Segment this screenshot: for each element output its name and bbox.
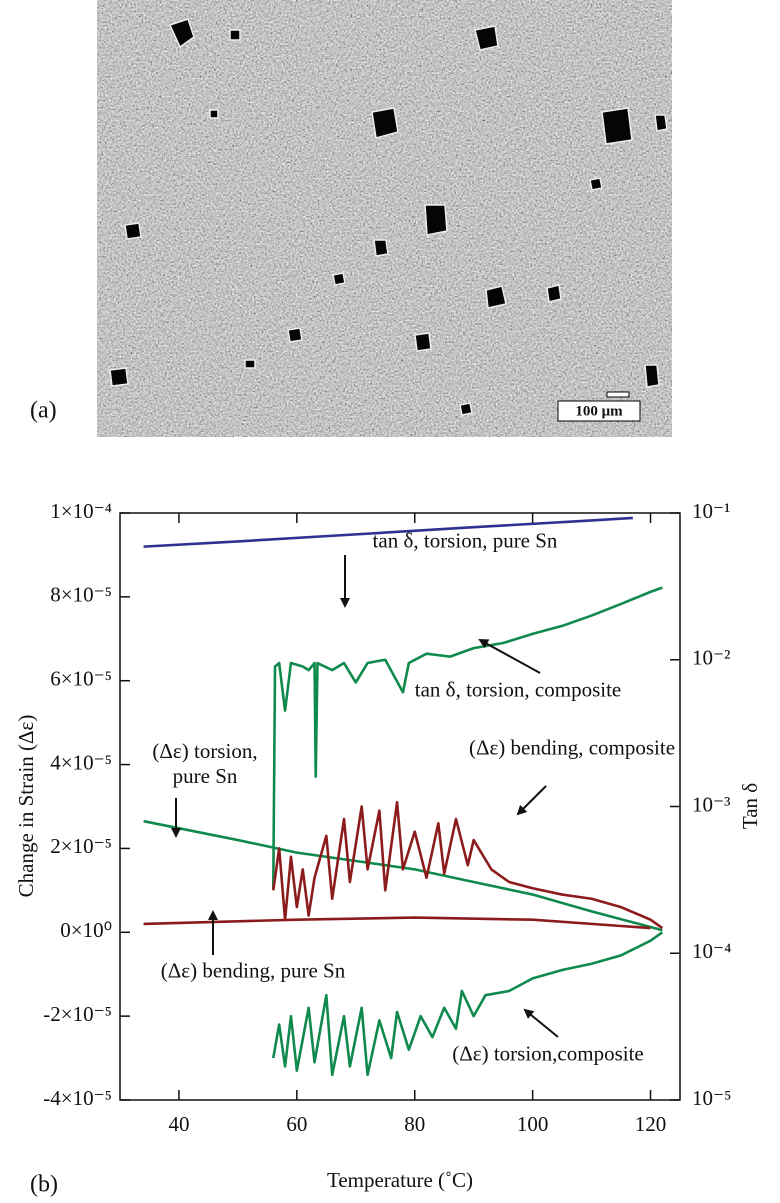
y-tick-label: 4×10⁻⁵ — [50, 750, 112, 774]
series-annotation: (Δε) bending, pure Sn — [160, 958, 346, 983]
y2-tick-label: 10⁻¹ — [692, 499, 730, 523]
series-line — [143, 916, 651, 930]
y-tick-label: -2×10⁻⁵ — [43, 1002, 112, 1026]
series-annotation: tan δ, torsion, composite — [414, 677, 622, 702]
series-annotation: (Δε) bending, composite — [468, 735, 676, 760]
x-axis-title: Temperature (˚C) — [327, 1168, 473, 1192]
series-annotation: (Δε) torsion, pure Sn — [152, 739, 258, 788]
annotation-arrow — [516, 785, 547, 816]
y2-tick-label: 10⁻³ — [692, 792, 730, 816]
y2-tick-label: 10⁻² — [692, 646, 730, 670]
annotation-arrow — [478, 639, 541, 674]
series-line — [271, 931, 664, 1077]
series-annotation: tan δ, torsion, pure Sn — [372, 528, 558, 553]
y-tick-label: 1×10⁻⁴ — [50, 499, 112, 523]
panel-label: (a) — [30, 398, 57, 424]
y2-axis-title: Tan δ — [738, 783, 762, 829]
x-tick-label: 120 — [635, 1112, 667, 1136]
y-tick-label: 8×10⁻⁵ — [50, 583, 112, 607]
annotation-arrow — [523, 1008, 559, 1038]
x-tick-label: 80 — [404, 1112, 425, 1136]
x-tick-label: 40 — [168, 1112, 189, 1136]
series-line — [271, 801, 664, 930]
x-tick-label: 100 — [517, 1112, 549, 1136]
y-tick-label: 2×10⁻⁵ — [50, 834, 112, 858]
y-axis-title: Change in Strain (Δε) — [14, 715, 38, 898]
plot-frame — [119, 512, 681, 1101]
series-annotation: (Δε) torsion,composite — [452, 1041, 644, 1066]
y2-tick-label: 10⁻⁴ — [692, 939, 731, 963]
y2-tick-label: 10⁻⁵ — [692, 1086, 731, 1110]
scale-bar-label: 100 μm — [575, 403, 623, 419]
y-tick-label: -4×10⁻⁵ — [43, 1086, 112, 1110]
x-tick-label: 60 — [286, 1112, 307, 1136]
y-tick-label: 0×10⁰ — [60, 918, 112, 942]
series-line — [143, 819, 663, 932]
micrograph: 100 μm — [97, 0, 672, 437]
series-line — [143, 516, 633, 548]
series-line — [271, 586, 663, 890]
panel-label: (b) — [30, 1172, 58, 1198]
y-tick-label: 6×10⁻⁵ — [50, 667, 112, 691]
